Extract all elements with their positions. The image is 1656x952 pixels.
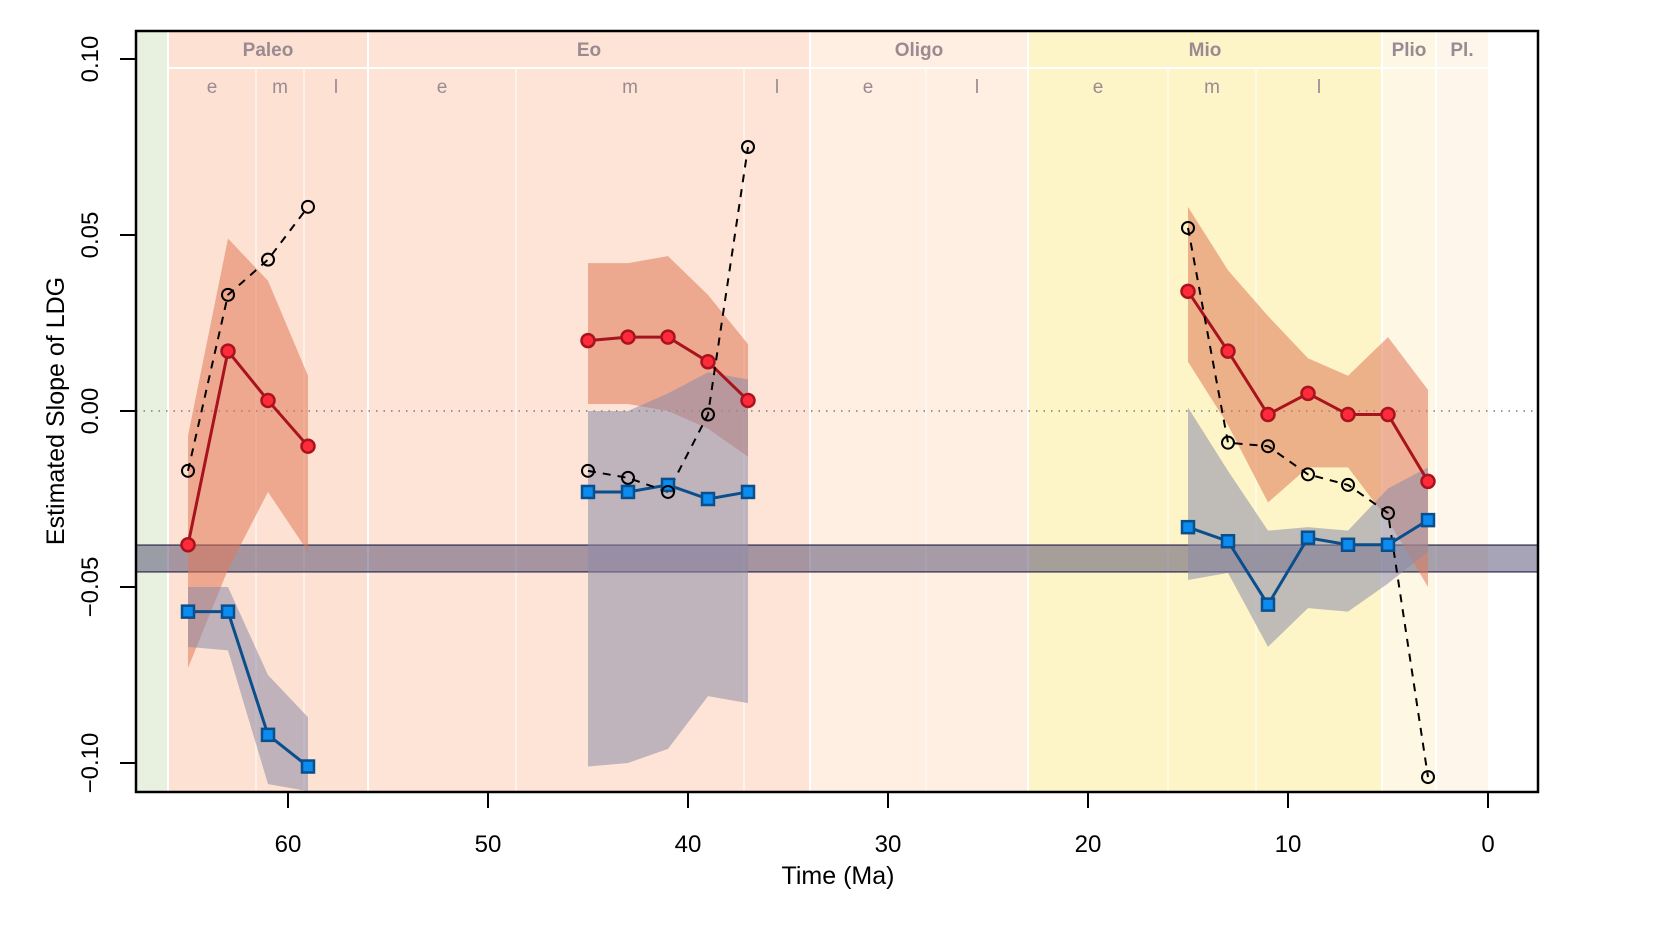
- subdivision-label: e: [1093, 77, 1104, 98]
- black-dashed-estimate-point: [1181, 220, 1195, 235]
- blue-estimate-point: [700, 491, 716, 507]
- black-dashed-estimate-point: [1421, 770, 1435, 785]
- subdivision-label: e: [437, 77, 448, 98]
- period-label: Pl.: [1450, 40, 1473, 61]
- red-estimate-point: [220, 343, 236, 359]
- x-tick-label: 0: [1481, 831, 1494, 858]
- period-label: Plio: [1392, 40, 1427, 61]
- blue-estimate-ci-band: [1188, 407, 1428, 647]
- subdivision-label: m: [622, 77, 638, 98]
- black-dashed-estimate-point: [581, 463, 595, 478]
- blue-estimate-point: [580, 484, 596, 500]
- period-label: Oligo: [895, 40, 944, 61]
- red-estimate-point: [300, 438, 316, 454]
- red-estimate-point: [1340, 406, 1356, 423]
- period-band: [1436, 31, 1488, 792]
- black-dashed-estimate-point: [1221, 435, 1235, 450]
- blue-estimate-line: [188, 610, 309, 768]
- blue-estimate-point: [300, 759, 316, 774]
- series-markers: [180, 140, 1436, 785]
- blue-estimate-ci-band: [588, 372, 748, 767]
- black-dashed-estimate-point: [741, 140, 755, 154]
- blue-estimate-point: [1260, 597, 1276, 612]
- red-estimate-point: [620, 329, 636, 345]
- black-dashed-estimate-point: [221, 287, 235, 302]
- red-estimate-point: [1420, 473, 1436, 490]
- y-tick-label: 0.05: [77, 212, 104, 259]
- period-label: Mio: [1189, 40, 1222, 61]
- blue-estimate-point: [180, 604, 196, 619]
- black-dashed-estimate-point: [621, 470, 635, 485]
- red-estimate-ci-band: [188, 238, 308, 668]
- subdivision-label: l: [1317, 77, 1321, 98]
- subdivision-label: e: [863, 77, 874, 98]
- blue-estimate-point: [1420, 512, 1436, 528]
- x-axis-title: Time (Ma): [782, 862, 895, 890]
- black-dashed-estimate-point: [1261, 439, 1275, 454]
- red-estimate-point: [1180, 283, 1196, 300]
- black-dashed-estimate-line: [187, 206, 309, 472]
- x-tick-label: 20: [1075, 831, 1102, 858]
- red-estimate-point: [740, 392, 756, 409]
- red-estimate-point: [1300, 385, 1316, 402]
- black-dashed-estimate-point: [1381, 506, 1395, 521]
- red-estimate-point: [660, 329, 676, 345]
- blue-estimate-ci-band: [188, 587, 308, 792]
- subdivision-label: l: [975, 77, 979, 98]
- subdivision-label: e: [207, 77, 218, 98]
- y-tick-label: 0.00: [77, 388, 104, 435]
- subdivision-label: m: [1204, 77, 1220, 98]
- period-label: Paleo: [243, 40, 294, 61]
- x-tick-label: 30: [875, 831, 902, 858]
- black-dashed-estimate-point: [661, 484, 675, 499]
- blue-estimate-point: [740, 484, 756, 500]
- subdivision-label: l: [775, 77, 779, 98]
- subdivision-label: l: [334, 77, 338, 98]
- red-estimate-point: [1260, 406, 1276, 423]
- x-tick-label: 60: [275, 831, 302, 858]
- subdivision-label: m: [272, 77, 288, 98]
- red-estimate-point: [700, 353, 716, 370]
- x-tick-label: 50: [475, 831, 502, 858]
- blue-estimate-point: [1380, 537, 1396, 553]
- y-tick-label: 0.10: [77, 36, 104, 83]
- x-tick-label: 10: [1275, 831, 1302, 858]
- blue-estimate-point: [1340, 537, 1356, 553]
- period-label: Eo: [577, 40, 601, 61]
- blue-estimate-point: [260, 727, 276, 743]
- black-dashed-estimate-line: [1187, 227, 1429, 778]
- blue-estimate-point: [1300, 530, 1316, 545]
- black-dashed-estimate-point: [701, 407, 715, 422]
- x-tick-label: 40: [675, 831, 702, 858]
- y-tick-label: −0.05: [77, 557, 104, 618]
- period-band: [810, 31, 1028, 792]
- red-estimate-line: [186, 347, 310, 546]
- axes: 60 50 40 30 20 10 0 0.10 0.05 0.00 −0.05 −0.10: [77, 29, 1540, 858]
- black-dashed-estimate-point: [1301, 467, 1315, 482]
- y-axis-title: Estimated Slope of LDG: [42, 277, 70, 545]
- black-dashed-estimate-point: [181, 463, 195, 478]
- red-estimate-point: [1220, 343, 1236, 359]
- red-estimate-point: [1380, 406, 1396, 423]
- blue-estimate-point: [1220, 533, 1236, 549]
- red-estimate-point: [180, 537, 196, 553]
- blue-estimate-point: [1180, 519, 1196, 535]
- black-dashed-estimate-point: [301, 199, 315, 214]
- black-dashed-estimate-point: [261, 252, 275, 267]
- black-dashed-estimate-line: [587, 146, 749, 494]
- blue-estimate-point: [220, 604, 236, 619]
- red-estimate-point: [260, 392, 276, 409]
- black-dashed-estimate-point: [1341, 477, 1355, 492]
- red-estimate-point: [580, 332, 596, 349]
- blue-estimate-point: [620, 484, 636, 500]
- y-tick-label: −0.10: [77, 733, 104, 794]
